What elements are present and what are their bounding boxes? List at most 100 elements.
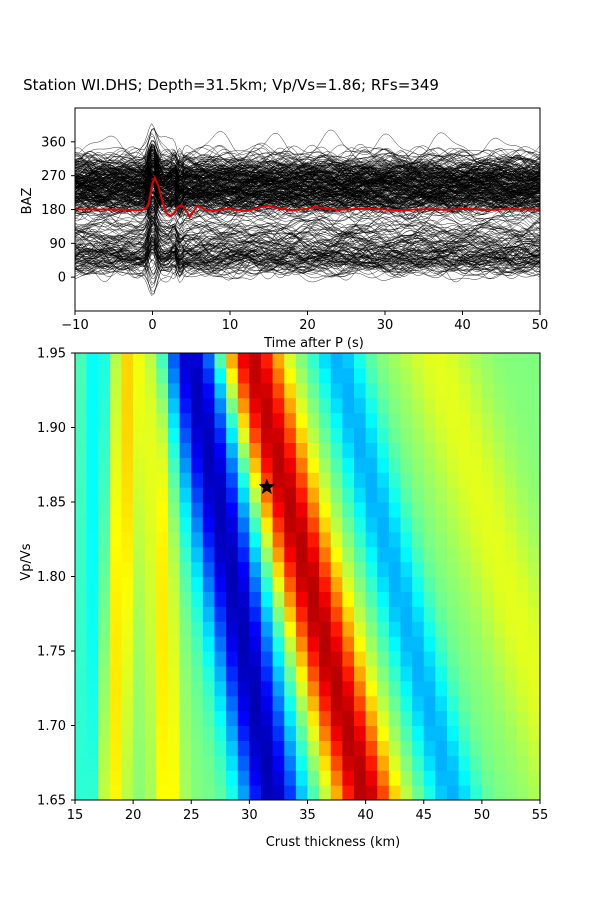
hk-cell [388,576,402,592]
hk-cell [168,516,181,533]
hk-cell [447,606,460,622]
hk-cell [493,412,506,429]
hk-cell [156,487,169,503]
hk-cell [307,457,320,473]
hk-cell [121,576,134,592]
hk-cell [365,531,378,548]
hk-cell [75,457,88,473]
hk-cell [249,621,262,637]
hk-cell [75,606,88,622]
hk-cell [272,665,285,682]
hk-cell [237,591,250,607]
hk-cell [121,516,134,533]
hk-cell [354,472,367,488]
hk-cell [226,680,239,697]
hk-cell [516,710,529,727]
hk-cell [261,412,274,429]
hk-cell [447,353,460,369]
hk-cell [388,442,402,458]
rf-trace [75,224,540,267]
hk-cell [226,755,239,771]
hk-cell [75,472,88,488]
hk-cell [435,353,448,369]
hk-cell [307,367,320,384]
hk-cell [261,785,274,800]
hk-cell [435,427,448,443]
hk-cell [516,621,529,637]
hk-cell [505,576,518,592]
hk-cell [249,785,262,800]
hk-cell [307,636,320,652]
hk-cell [202,576,216,592]
hk-cell [249,665,262,682]
hk-cell [121,546,134,563]
hk-cell [505,680,518,697]
hk-cell [272,502,285,518]
hk-cell [144,561,157,578]
hk-cell [249,576,262,592]
hk-cell [191,770,204,786]
hk-cell [249,531,262,548]
hk-cell [86,442,99,458]
hk-cell [202,770,216,786]
hk-cell [447,636,460,652]
hk-cell [493,353,506,369]
hk-cell [342,561,355,578]
hk-cell [284,367,297,384]
hk-cell [388,531,402,548]
hk-cell [168,785,181,800]
hk-cell [214,651,227,667]
hk-cell [168,412,181,429]
hk-cell [272,591,285,607]
hk-cell [133,427,146,443]
hk-cell [528,397,540,414]
hk-cell [284,516,297,533]
hk-y-tick-label: 1.65 [37,794,66,809]
hk-cell [109,651,123,667]
hk-cell [179,576,192,592]
hk-cell [144,725,157,741]
hk-cell [470,665,483,682]
hk-x-tick-label: 30 [241,808,258,823]
hk-cell [237,472,250,488]
hk-cell [249,382,262,399]
hk-cell [261,427,274,443]
hk-cell [261,680,274,697]
hk-cell [505,531,518,548]
hk-cell [435,412,448,429]
hk-cell [423,725,436,741]
hk-cell [354,516,367,533]
hk-cell [319,785,332,800]
hk-cell [330,710,343,727]
hk-cell [86,367,99,384]
hk-cell [261,367,274,384]
hk-cell [493,516,506,533]
hk-cell [423,665,436,682]
hk-cell [493,695,506,712]
hk-cell [458,367,471,384]
hk-cell [295,412,309,429]
hk-cell [75,621,88,637]
hk-cell [493,561,506,578]
hk-cell [435,442,448,458]
hk-cell [388,740,402,756]
rf-x-ticks: −10 0 10 20 30 40 50 [61,311,548,333]
hk-cell [261,442,274,458]
hk-cell [377,591,390,607]
hk-cell [109,770,123,786]
hk-cell [423,785,436,800]
hk-cell [237,651,250,667]
hk-cell [295,367,309,384]
hk-cell [528,576,540,592]
hk-cell [272,755,285,771]
hk-cell [516,651,529,667]
hk-cell [156,353,169,369]
rf-trace [75,249,540,276]
rf-trace [75,157,540,186]
hk-cell [98,695,111,712]
hk-cell [481,561,495,578]
hk-cell [319,442,332,458]
hk-cell [133,755,146,771]
rf-trace [75,200,540,240]
hk-cell [458,442,471,458]
